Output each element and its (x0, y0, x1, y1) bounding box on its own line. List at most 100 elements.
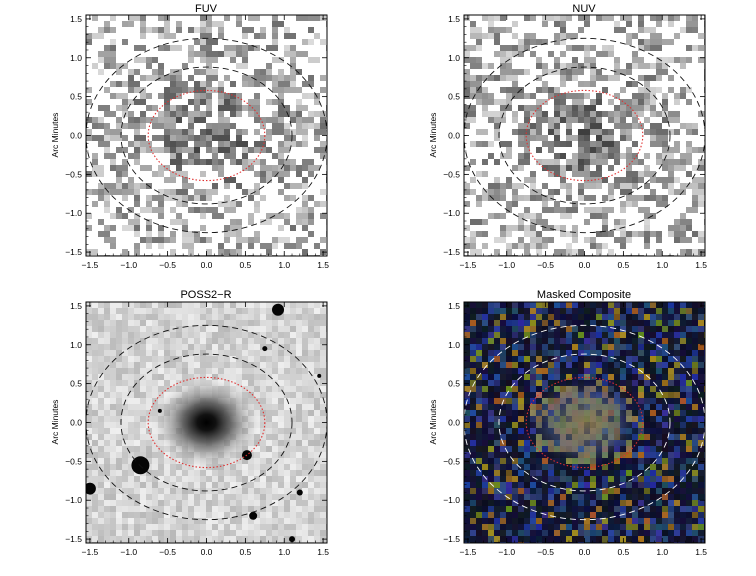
y-tick-label: 0.5 (448, 92, 460, 102)
image-area (86, 15, 327, 256)
panel-nuv: NUV −1.5 −1.0 −0.5 0.0 0.5 1.0 1.5 −1.5 −1.0 −0.… (428, 3, 707, 270)
y-tick-label: 1.5 (448, 301, 460, 311)
galaxy-core (154, 378, 259, 467)
star (296, 489, 303, 496)
y-tick-label: −1.5 (65, 534, 82, 544)
ellipses (86, 37, 327, 234)
outer-ellipse-2 (120, 353, 293, 492)
x-tick-label: 0.0 (579, 547, 591, 557)
star (317, 373, 322, 378)
x-tick-label: 0.0 (579, 260, 591, 270)
y-tick-label: −1.0 (443, 208, 460, 218)
y-ticks: −1.5 −1.0 −0.5 0.0 0.5 1.0 1.5 (65, 301, 327, 544)
y-tick-label: 1.5 (448, 14, 460, 24)
y-tick-label: −0.5 (443, 169, 460, 179)
x-tick-label: −1.0 (498, 547, 515, 557)
y-tick-label: 1.5 (70, 14, 82, 24)
x-tick-label: 0.5 (617, 547, 629, 557)
x-tick-label: −0.5 (159, 547, 176, 557)
x-tick-label: −1.5 (81, 260, 98, 270)
ellipses (86, 324, 327, 521)
inner-ellipse (525, 89, 644, 182)
y-tick-label: 0.0 (70, 418, 82, 428)
x-tick-label: 0.0 (201, 547, 213, 557)
x-ticks: −1.5 −1.0 −0.5 0.0 0.5 1.0 1.5 (81, 15, 329, 270)
panel-poss2-r: POSS2−R −1.5 −1.0 −0.5 0.0 0.5 1.0 1.5 −1.5−1.… (50, 289, 329, 557)
y-ticks: −1.5 −1.0 −0.5 0.0 0.5 1.0 1.5 (65, 14, 327, 257)
outer-ellipse-1 (464, 37, 705, 234)
x-tick-label: −1.0 (120, 260, 137, 270)
y-tick-label: −0.5 (65, 456, 82, 466)
y-tick-label: 1.0 (70, 340, 82, 350)
ellipses (464, 324, 705, 521)
x-tick-label: 0.5 (239, 547, 251, 557)
y-tick-label: 1.0 (448, 53, 460, 63)
x-tick-label: 1.5 (317, 260, 329, 270)
outer-ellipse-1 (86, 37, 327, 234)
y-axis-label: Arc Minutes (50, 400, 60, 445)
y-tick-label: −0.5 (443, 456, 460, 466)
image-area (464, 15, 705, 256)
galaxy-core (524, 374, 645, 471)
y-tick-label: −1.5 (65, 247, 82, 257)
y-ticks: −1.5 −1.0 −0.5 0.0 0.5 1.0 1.5 (443, 14, 705, 257)
ellipses (464, 37, 705, 234)
y-tick-label: 1.0 (70, 53, 82, 63)
x-ticks: −1.5 −1.0 −0.5 0.0 0.5 1.0 1.5 (459, 302, 707, 557)
outer-ellipse-2 (120, 66, 293, 205)
star (272, 303, 285, 316)
image-area (86, 302, 327, 543)
y-tick-label: 0.5 (70, 92, 82, 102)
x-tick-label: 1.0 (656, 260, 668, 270)
x-tick-label: 1.5 (317, 547, 329, 557)
y-tick-label: 1.0 (448, 340, 460, 350)
y-tick-label: −0.5 (65, 169, 82, 179)
x-tick-label: 0.5 (239, 260, 251, 270)
y-tick-label: −1.0 (65, 495, 82, 505)
x-tick-label: −1.5 (81, 547, 98, 557)
x-tick-label: 1.0 (278, 547, 290, 557)
outer-ellipse-1 (86, 324, 327, 521)
inner-ellipse (147, 376, 266, 469)
x-tick-label: 1.5 (695, 260, 707, 270)
y-ticks: −1.5 −1.0 −0.5 0.0 0.5 1.0 1.5 (443, 301, 705, 544)
x-tick-label: 0.0 (201, 260, 213, 270)
x-tick-label: 1.0 (656, 547, 668, 557)
y-tick-label: 1.5 (70, 301, 82, 311)
x-tick-label: −1.5 (459, 260, 476, 270)
panel-title: POSS2−R (180, 289, 231, 301)
x-tick-label: −0.5 (537, 547, 554, 557)
panel-title: NUV (572, 3, 596, 15)
panel-masked-composite: Masked Composite −1.5 −1.0 −0.5 0.0 0.5 1.0 1.… (428, 289, 707, 557)
star (86, 482, 96, 495)
x-ticks: −1.5 −1.0 −0.5 0.0 0.5 1.0 1.5 (459, 15, 707, 270)
y-axis-label: Arc Minutes (428, 113, 438, 158)
x-tick-label: −0.5 (159, 260, 176, 270)
inner-ellipse (525, 376, 644, 469)
x-tick-label: 1.5 (695, 547, 707, 557)
y-tick-label: −1.0 (443, 495, 460, 505)
x-tick-label: −0.5 (537, 260, 554, 270)
image-area (464, 302, 705, 543)
star (262, 346, 268, 352)
y-axis-label: Arc Minutes (50, 113, 60, 158)
x-tick-label: −1.0 (498, 260, 515, 270)
star (249, 511, 258, 520)
star (289, 536, 296, 543)
y-tick-label: −1.5 (443, 247, 460, 257)
x-ticks: −1.5 −1.0 −0.5 0.0 0.5 1.0 1.5 (81, 302, 329, 557)
outer-ellipse-2 (498, 353, 671, 492)
y-tick-label: 0.0 (448, 418, 460, 428)
y-axis-label: Arc Minutes (428, 400, 438, 445)
panel-title: Masked Composite (537, 289, 631, 301)
y-tick-label: −1.5 (443, 534, 460, 544)
y-tick-label: 0.0 (448, 131, 460, 141)
x-tick-label: −1.5 (459, 547, 476, 557)
y-tick-label: −1.0 (65, 208, 82, 218)
x-tick-label: −1.0 (120, 547, 137, 557)
inner-ellipse (147, 89, 266, 182)
outer-ellipse-2 (498, 66, 671, 205)
y-tick-label: 0.5 (448, 379, 460, 389)
outer-ellipse-1 (464, 324, 705, 521)
panel-fuv: FUV −1.5 −1.0 −0.5 0.0 0.5 1.0 1.5 −1.5 −1.0 −0.… (50, 3, 329, 270)
